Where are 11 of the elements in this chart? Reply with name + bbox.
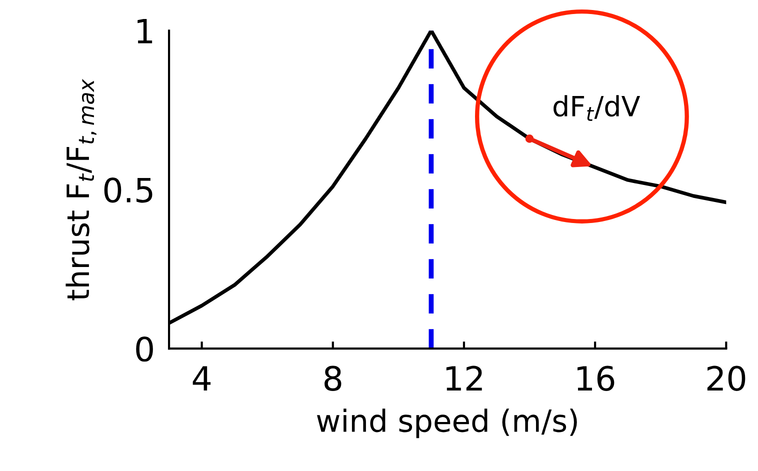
x-tick-label: 4 <box>192 366 211 391</box>
y-tick-label: 0.5 <box>104 178 152 203</box>
x-tick-label: 12 <box>446 366 482 391</box>
x-tick-label: 8 <box>324 366 342 392</box>
y-axis-title: thrust F$_{t}$/F$_{t,max}$ <box>66 78 96 300</box>
x-tick-label: 20 <box>707 366 746 392</box>
y-tick-label: 1 <box>138 18 152 44</box>
x-axis-title: wind speed (m/s) <box>316 408 577 438</box>
y-tick-label: 0 <box>136 336 153 362</box>
x-tick-label: 16 <box>578 366 614 392</box>
annotation: dF$_{t}$/dV <box>554 95 640 121</box>
